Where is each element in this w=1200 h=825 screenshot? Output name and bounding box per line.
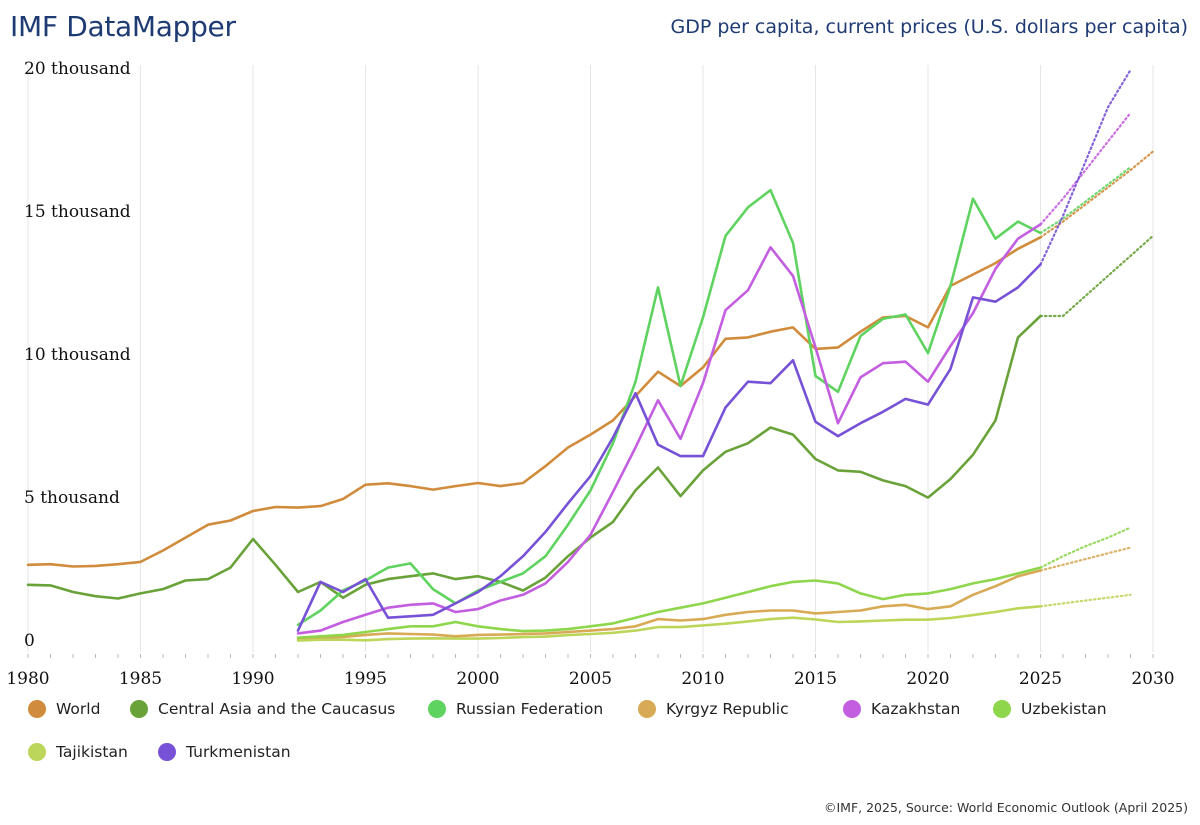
legend-item[interactable]: World — [28, 700, 100, 718]
legend-swatch — [158, 743, 176, 761]
series-projection-kyrgyz-republic[interactable] — [1039, 546, 1132, 572]
legend-swatch — [638, 700, 656, 718]
legend-label: Uzbekistan — [1021, 700, 1107, 718]
legend-label: Russian Federation — [456, 700, 604, 718]
x-tick-label: 2010 — [681, 669, 724, 689]
series-line-kyrgyz-republic[interactable] — [296, 569, 1042, 641]
legend-label: Kyrgyz Republic — [666, 700, 789, 718]
vertical-gridlines — [27, 65, 1154, 652]
legend-swatch — [28, 700, 46, 718]
y-tick-label: 0 — [24, 631, 35, 651]
x-tick-label: 1990 — [231, 669, 274, 689]
legend-label: World — [56, 700, 101, 718]
series-line-uzbekistan[interactable] — [296, 566, 1042, 639]
legend-swatch — [28, 743, 46, 761]
legend-label: Kazakhstan — [871, 700, 961, 718]
y-tick-label: 10 thousand — [24, 345, 131, 365]
series-line-russian-federation[interactable] — [296, 188, 1042, 627]
legend-item[interactable]: Russian Federation — [428, 700, 603, 718]
legend-item[interactable]: Uzbekistan — [993, 700, 1107, 718]
x-tick-label: 2020 — [906, 669, 949, 689]
legend-label: Tajikistan — [56, 743, 128, 761]
series-projection-world[interactable] — [1039, 150, 1155, 239]
legend-item[interactable]: Tajikistan — [28, 743, 128, 761]
x-axis: 1980 1985 1990 1995 2000 2005 2010 2015 2020 2025… — [6, 654, 1175, 689]
x-tick-label: 1985 — [119, 669, 162, 689]
series-projection-uzbekistan[interactable] — [1039, 526, 1132, 569]
series-lines — [26, 68, 1155, 642]
x-tick-label: 1995 — [344, 669, 387, 689]
series-line-turkmenistan[interactable] — [296, 263, 1042, 632]
series-line-central-asia-and-the-caucasus[interactable] — [26, 314, 1042, 600]
legend-swatch — [428, 700, 446, 718]
legend-swatch — [993, 700, 1011, 718]
series-line-tajikistan[interactable] — [296, 605, 1042, 642]
series-projection-turkmenistan[interactable] — [1039, 68, 1132, 266]
line-chart: 1980 1985 1990 1995 2000 2005 2010 2015 2020 2025… — [6, 59, 1175, 689]
legend-item[interactable]: Turkmenistan — [158, 743, 291, 761]
legend-label: Central Asia and the Caucasus — [158, 700, 396, 718]
source-credit: ©IMF, 2025, Source: World Economic Outlo… — [823, 800, 1188, 815]
legend-label: Turkmenistan — [186, 743, 291, 761]
series-projection-tajikistan[interactable] — [1039, 593, 1132, 608]
chart-title: GDP per capita, current prices (U.S. dol… — [670, 16, 1188, 38]
y-tick-label: 20 thousand — [24, 59, 131, 79]
legend-item[interactable]: Central Asia and the Caucasus — [130, 700, 395, 718]
x-tick-label: 2030 — [1131, 669, 1174, 689]
legend-swatch — [130, 700, 148, 718]
series-projection-kazakhstan[interactable] — [1039, 111, 1132, 226]
series-projection-central-asia-and-the-caucasus[interactable] — [1039, 234, 1155, 318]
legend-swatch — [843, 700, 861, 718]
x-tick-label: 2000 — [456, 669, 499, 689]
legend-item[interactable]: Kazakhstan — [843, 700, 960, 718]
legend-item[interactable]: Kyrgyz Republic — [638, 700, 789, 718]
x-tick-label: 2005 — [569, 669, 612, 689]
x-tick-label: 2025 — [1019, 669, 1062, 689]
x-tick-label: 1980 — [6, 669, 49, 689]
x-tick-label: 2015 — [794, 669, 837, 689]
series-line-world[interactable] — [26, 236, 1042, 568]
y-axis: 0 5 thousand 10 thousand 15 thousand 20 thou… — [24, 59, 131, 651]
series-line-kazakhstan[interactable] — [296, 223, 1042, 635]
series-projection-russian-federation[interactable] — [1039, 166, 1132, 235]
y-tick-label: 15 thousand — [24, 202, 131, 222]
y-tick-label: 5 thousand — [24, 488, 120, 508]
brand-title: IMF DataMapper — [10, 10, 236, 43]
